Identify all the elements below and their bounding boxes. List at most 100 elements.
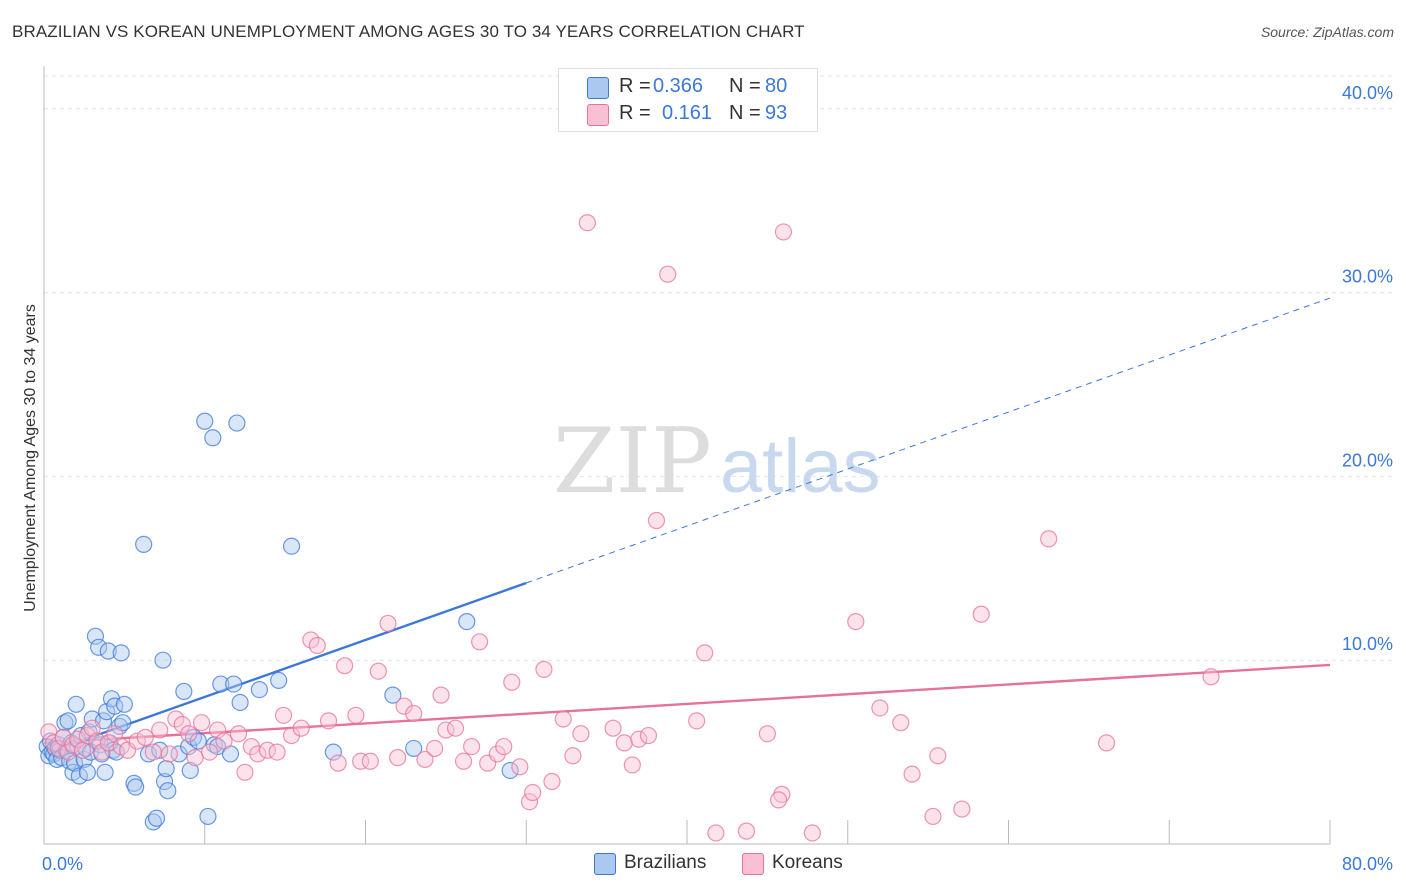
legend-r-value: 0.366 [653,75,704,97]
source-label: Source: ZipAtlas.com [1260,24,1394,40]
korean-point [347,706,365,724]
x-tick-label: 80.0% [1342,854,1393,874]
korean-point [615,734,633,752]
korean-point [495,737,513,756]
korean-point [1097,734,1116,752]
legend-r-value: 0.161 [662,102,713,124]
brazilian-point [282,537,301,555]
legend-label-koreans: Koreans [772,852,843,873]
korean-point [543,772,561,791]
legend-r-label: R = [619,102,651,124]
korean-point [416,750,434,769]
korean-point [639,726,658,745]
brazilian-point [324,743,342,761]
korean-point [758,725,776,743]
brazilian-point [135,535,153,553]
legend-label-brazilians: Brazilians [624,852,707,873]
korean-point [405,704,423,723]
brazilian-point [112,644,130,662]
korean-point [929,747,947,765]
brazilian-point [405,739,423,758]
brazilian-point [228,414,246,432]
legend-n-label: N = [729,75,761,97]
korean-point [446,719,465,737]
korean-point [93,743,111,761]
korean-point [200,743,219,761]
korean-point [454,752,473,770]
korean-point [379,614,397,633]
y-tick-label: 20.0% [1342,450,1393,470]
brazilian-point [212,675,230,693]
brazilian-point [159,782,177,800]
korean-point [972,605,990,623]
korean-point [462,737,481,756]
watermark-atlas: atlas [720,424,881,509]
korean-point [83,719,101,737]
brazilian-point [458,612,476,631]
korean-point [554,710,572,728]
korean-point [229,725,248,743]
korean-point [45,734,63,752]
brazilian-point [175,682,193,701]
korean-point [192,714,211,732]
legend-swatch-koreans [587,104,609,126]
chart-title: BRAZILIAN VS KOREAN UNEMPLOYMENT AMONG A… [12,22,805,41]
brazilian-point [181,761,199,780]
korean-point [578,214,596,232]
grid [44,75,1392,661]
korean-point [292,719,310,737]
korean-point [361,752,379,770]
korean-point [308,636,326,655]
brazilian-point [196,412,214,430]
korean-point [274,706,293,724]
brazilian-point [127,778,145,796]
korean-point [319,712,338,730]
korean-point [215,732,233,750]
korean-point [180,725,198,743]
korean-point [336,657,354,675]
legend-r-label: R = [619,75,651,97]
brazilian-point [155,772,174,791]
korean-point [128,732,146,750]
koreans-trend-line [43,663,1331,745]
korean-point [623,756,641,774]
brazilian-point [96,763,114,781]
brazilian-point [154,651,172,669]
brazilian-point [90,638,108,656]
watermark-zip: ZIP [553,409,712,514]
korean-point [953,800,971,818]
korean-point [630,730,648,748]
y-tick-label: 40.0% [1342,83,1393,103]
korean-point [503,673,521,691]
korean-point [604,719,622,737]
brazilian-point [70,767,88,785]
brazilian-point [225,675,243,693]
korean-point [707,824,725,842]
brazilian-point [59,712,77,730]
korean-point [432,686,450,704]
y-axis-label: Unemployment Among Ages 30 to 34 years [22,304,39,612]
tick-labels: 10.0% 20.0% 30.0% 40.0% 0.0% 80.0% [42,83,1393,874]
brazilian-point [270,671,288,690]
brazilian-point [231,693,249,712]
korean-point [535,660,553,678]
x-tick-label: 0.0% [42,854,83,874]
korean-point [352,752,370,770]
korean-point [389,749,407,767]
y-tick-label: 30.0% [1342,267,1393,287]
brazilian-point [384,686,402,704]
korean-point [871,699,889,717]
korean-point [520,793,539,811]
brazilian-point [250,680,269,699]
korean-point [572,725,590,743]
korean-point [647,511,666,530]
korean-point [737,822,756,840]
correlation-legend: R = 0.366 N = 80 R = 0.161 N = 93 [558,68,818,132]
korean-point [99,734,117,752]
korean-point [770,791,788,809]
korean-point [329,754,347,772]
brazilian-point [204,429,222,447]
brazilian-point [157,760,175,778]
korean-point [64,736,82,754]
